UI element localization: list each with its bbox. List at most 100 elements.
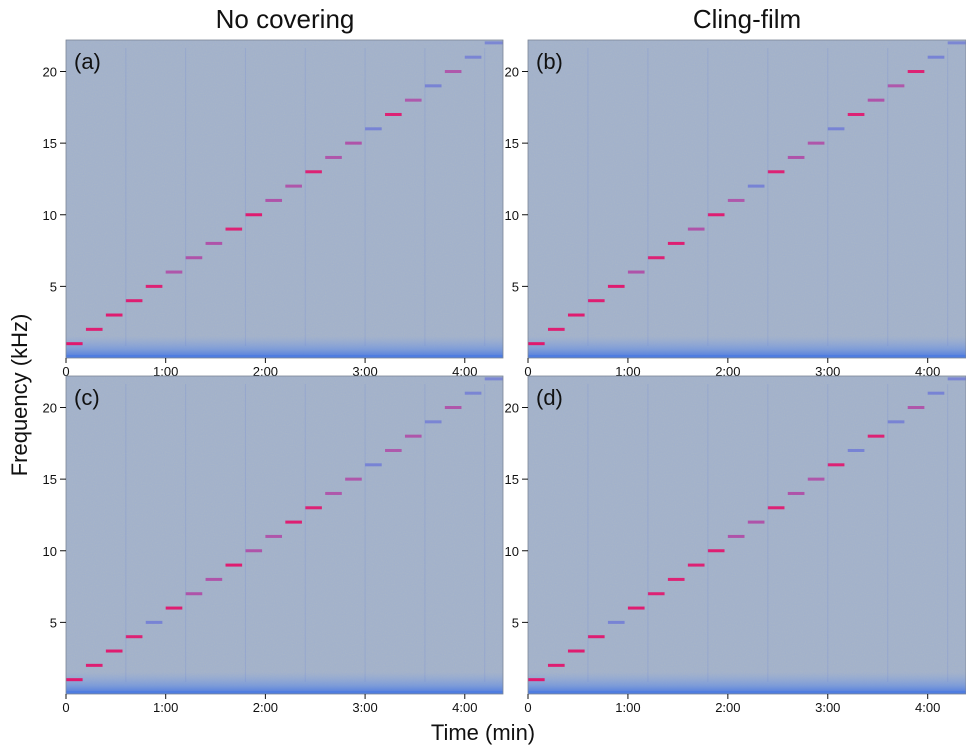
tone-segment — [747, 520, 765, 524]
tone-segment — [827, 463, 845, 467]
tone-segment — [444, 70, 462, 74]
tone-segment — [464, 391, 482, 395]
low-frequency-noise-band — [528, 672, 966, 694]
tone-segment — [305, 170, 322, 174]
baseline-noise-line — [528, 355, 966, 358]
y-tick-label: 10 — [43, 544, 57, 559]
y-tick-label: 5 — [512, 279, 519, 294]
x-tick-label: 1:00 — [153, 700, 178, 715]
onset-transient — [587, 384, 589, 682]
tone-segment — [727, 198, 745, 202]
tone-segment — [547, 327, 565, 331]
low-frequency-noise-band — [66, 672, 503, 694]
onset-transient — [647, 48, 649, 346]
x-tick-label: 2:00 — [715, 700, 740, 715]
y-tick-label: 20 — [43, 401, 57, 416]
tone-segment — [947, 377, 966, 381]
tone-segment — [907, 406, 925, 410]
panel-label: (d) — [536, 385, 563, 410]
tone-segment — [767, 170, 785, 174]
onset-transient — [827, 48, 829, 346]
low-frequency-noise-band — [528, 336, 966, 358]
y-tick-label: 15 — [505, 472, 519, 487]
tone-segment — [305, 506, 322, 510]
x-tick-label: 1:00 — [153, 364, 178, 379]
y-tick-label: 10 — [505, 208, 519, 223]
x-tick-label: 0 — [524, 364, 531, 379]
onset-transient — [887, 48, 889, 346]
tone-segment — [265, 198, 283, 202]
tone-segment — [185, 592, 203, 596]
y-tick-label: 5 — [512, 615, 519, 630]
tone-segment — [165, 270, 183, 274]
tone-segment — [647, 592, 665, 596]
tone-segment — [404, 434, 422, 438]
x-axis-label: Time (min) — [430, 720, 536, 745]
tone-segment — [767, 506, 785, 510]
tone-segment — [907, 70, 925, 74]
tone-segment — [807, 141, 825, 145]
onset-transient — [304, 384, 306, 682]
tone-segment — [205, 241, 223, 245]
x-tick-label: 4:00 — [452, 700, 477, 715]
tone-segment — [404, 98, 422, 102]
tone-segment — [847, 112, 865, 116]
tone-segment — [125, 299, 143, 303]
x-tick-label: 2:00 — [253, 364, 278, 379]
tone-segment — [66, 342, 83, 346]
tone-segment — [225, 227, 243, 231]
tone-segment — [528, 678, 545, 682]
tone-segment — [325, 491, 342, 495]
onset-transient — [185, 384, 187, 682]
tone-segment — [225, 563, 243, 567]
tone-segment — [867, 98, 885, 102]
onset-transient — [364, 48, 366, 346]
y-tick-label: 15 — [43, 136, 57, 151]
tone-segment — [867, 434, 885, 438]
onset-transient — [244, 384, 246, 682]
spectrogram-panel-b: 5 10 15 20 0 1:00 2:00 3:00 4:00 (b) — [505, 39, 966, 379]
tone-segment — [484, 377, 503, 381]
tone-segment — [847, 448, 865, 452]
panel-label: (a) — [74, 49, 101, 74]
tone-segment — [105, 649, 123, 653]
column-title-no-covering: No covering — [215, 4, 355, 34]
onset-transient — [244, 48, 246, 346]
tone-segment — [265, 534, 283, 538]
x-tick-label: 3:00 — [815, 700, 840, 715]
y-tick-label: 15 — [505, 136, 519, 151]
onset-transient — [767, 48, 769, 346]
onset-transient — [947, 384, 949, 682]
x-tick-label: 0 — [62, 700, 69, 715]
tone-segment — [887, 420, 905, 424]
tone-segment — [345, 477, 362, 481]
baseline-noise-line — [528, 691, 966, 694]
y-tick-label: 20 — [505, 401, 519, 416]
x-tick-label: 4:00 — [452, 364, 477, 379]
tone-segment — [464, 55, 482, 59]
tone-segment — [245, 549, 263, 553]
tone-segment — [827, 127, 845, 131]
tone-segment — [567, 649, 585, 653]
spectrogram-noise-texture — [528, 376, 966, 694]
tone-segment — [947, 41, 966, 45]
panel-label: (b) — [536, 49, 563, 74]
tone-segment — [145, 620, 163, 624]
tone-segment — [145, 284, 163, 288]
x-tick-label: 1:00 — [615, 364, 640, 379]
onset-transient — [767, 384, 769, 682]
onset-transient — [125, 48, 127, 346]
y-tick-label: 20 — [43, 65, 57, 80]
x-tick-label: 3:00 — [352, 700, 377, 715]
tone-segment — [424, 84, 442, 88]
tone-segment — [365, 463, 382, 467]
panel-frame — [527, 39, 966, 359]
tone-segment — [528, 342, 545, 346]
onset-transient — [424, 48, 426, 346]
tone-segment — [444, 406, 462, 410]
onset-transient — [707, 48, 709, 346]
tone-segment — [787, 491, 805, 495]
baseline-noise-line — [66, 691, 503, 694]
tone-segment — [667, 577, 685, 581]
y-tick-label: 20 — [505, 65, 519, 80]
